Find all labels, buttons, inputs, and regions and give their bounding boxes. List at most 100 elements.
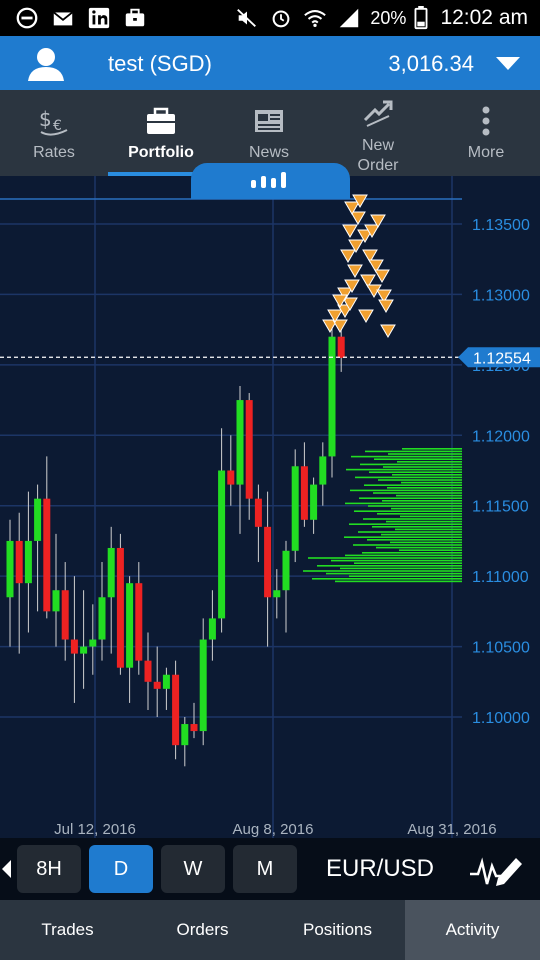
candle-body xyxy=(291,466,299,551)
tab-positions[interactable]: Positions xyxy=(303,920,372,939)
tab-activity[interactable]: Activity xyxy=(405,900,540,960)
order-book-bar xyxy=(369,471,462,473)
candle-body xyxy=(89,639,97,647)
more-vertical-icon xyxy=(482,106,490,136)
timeframe-m-button[interactable]: M xyxy=(233,845,297,893)
candle-body xyxy=(144,660,152,682)
candle-body xyxy=(328,336,336,457)
order-book-bar xyxy=(359,497,462,499)
order-book-bar xyxy=(317,565,462,567)
order-book-bar xyxy=(400,515,462,518)
order-marker xyxy=(332,294,348,308)
tab-label: New Order xyxy=(357,137,399,174)
candle-body xyxy=(116,547,124,668)
alarm-icon xyxy=(273,10,290,28)
order-book-bar xyxy=(391,507,462,510)
tab-orders[interactable]: Orders xyxy=(176,920,229,939)
mute-icon xyxy=(237,9,257,27)
tab-news[interactable]: News xyxy=(216,90,322,176)
candle-body xyxy=(236,400,244,485)
candle-body xyxy=(6,540,14,598)
order-book-bar xyxy=(350,489,462,492)
order-book-bar xyxy=(386,520,462,523)
news-icon xyxy=(255,110,283,132)
candle-body xyxy=(52,590,60,612)
price-chart[interactable]: 1.135001.130001.125001.120001.115001.110… xyxy=(0,176,540,838)
timeframe-d-button[interactable]: D xyxy=(89,845,153,893)
order-book-bar xyxy=(399,549,462,551)
order-book-bar xyxy=(374,458,462,460)
order-book-bar xyxy=(395,528,462,531)
candle-body xyxy=(70,639,78,654)
order-book-bar xyxy=(373,492,462,494)
candle-body xyxy=(126,583,134,668)
candle-body xyxy=(153,681,161,689)
current-price-badge xyxy=(458,347,540,368)
briefcase-icon xyxy=(147,107,175,134)
candle-body xyxy=(310,484,318,520)
chart-canvas[interactable]: 1.135001.130001.125001.120001.115001.110… xyxy=(0,176,540,838)
order-book-bar xyxy=(354,562,462,564)
bottom-tabs: Trades Orders Positions Activity xyxy=(0,900,540,960)
scroll-left-arrow-icon[interactable] xyxy=(2,860,11,878)
order-book-bar xyxy=(312,578,462,580)
instrument-selector[interactable]: EUR/USD xyxy=(326,855,435,882)
chart-bars-icon xyxy=(251,172,286,188)
new-order-icon xyxy=(363,100,393,127)
chevron-down-icon[interactable] xyxy=(496,57,520,70)
order-marker xyxy=(340,249,356,263)
x-tick-label: Jul 12, 2016 xyxy=(54,821,136,838)
order-marker xyxy=(327,309,343,323)
candle-body xyxy=(282,550,290,591)
tab-portfolio[interactable]: Portfolio xyxy=(108,90,214,176)
order-book-bar xyxy=(331,559,462,562)
order-marker xyxy=(348,239,364,253)
candle-body xyxy=(300,466,308,520)
order-book-bar xyxy=(383,466,462,468)
tab-label: Portfolio xyxy=(128,144,194,161)
order-book-bar xyxy=(349,523,462,525)
timeframe-8h-button[interactable]: 8H xyxy=(17,845,81,893)
order-book-bar xyxy=(378,479,462,481)
order-book-bar xyxy=(376,546,462,549)
tab-new-order[interactable]: New Order xyxy=(325,90,431,176)
chart-toggle-handle[interactable] xyxy=(191,163,350,199)
timeframe-w-button[interactable]: W xyxy=(161,845,225,893)
account-name: test (SGD) xyxy=(108,51,212,76)
candle-body xyxy=(264,526,272,598)
order-book-bar xyxy=(388,453,462,455)
candle-body xyxy=(172,674,180,746)
tab-trades[interactable]: Trades xyxy=(41,920,94,939)
candle-body xyxy=(34,498,42,541)
candle-body xyxy=(227,470,235,485)
order-book-bar xyxy=(401,481,462,484)
order-book-bar xyxy=(382,500,462,502)
y-tick-label: 1.12000 xyxy=(472,428,530,445)
order-book-bar xyxy=(349,575,462,577)
order-book-bar xyxy=(364,484,462,486)
y-tick-label: 1.11500 xyxy=(472,499,529,516)
y-tick-label: 1.11000 xyxy=(472,569,529,586)
studies-pencil-icon[interactable] xyxy=(468,850,526,888)
candle-body xyxy=(107,547,115,598)
order-marker xyxy=(370,214,386,228)
candle-body xyxy=(319,456,327,485)
tab-more[interactable]: More xyxy=(433,90,539,176)
order-marker xyxy=(322,319,338,333)
order-marker xyxy=(344,279,360,293)
active-tab-indicator xyxy=(108,172,214,176)
candle-body xyxy=(254,498,262,527)
order-book-bar xyxy=(353,544,462,546)
tab-rates[interactable]: $ € Rates xyxy=(1,90,107,176)
account-header[interactable]: test (SGD) 3,016.34 xyxy=(0,36,540,90)
order-marker xyxy=(347,264,363,278)
order-book-bar xyxy=(355,476,462,479)
order-book-bar xyxy=(346,468,462,471)
order-book-bar xyxy=(345,502,462,505)
order-book-bar xyxy=(392,474,462,476)
order-marker xyxy=(342,297,358,311)
candle-body xyxy=(273,590,281,598)
order-marker xyxy=(357,229,373,243)
order-book-bar xyxy=(377,513,462,515)
